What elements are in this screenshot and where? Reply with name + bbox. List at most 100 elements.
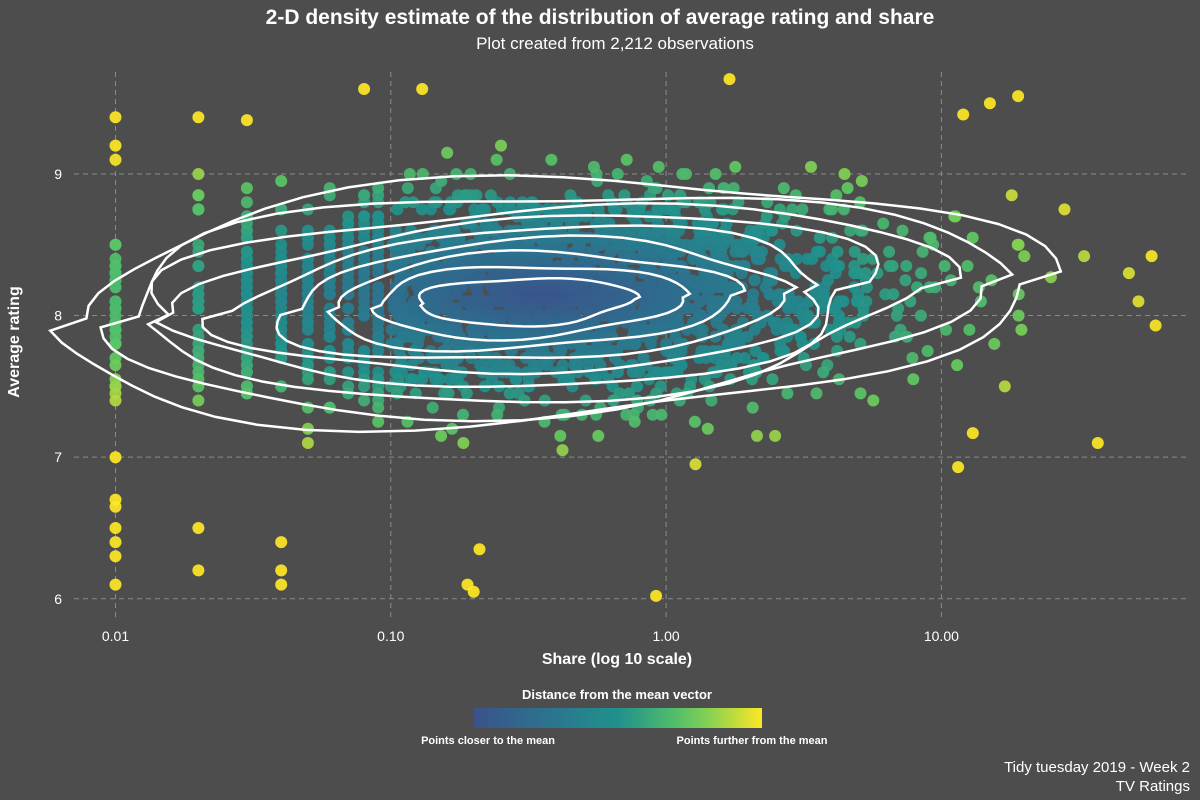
caption-line-1: Tidy tuesday 2019 - Week 2	[1004, 759, 1190, 776]
data-point	[856, 252, 869, 265]
data-point	[907, 373, 920, 386]
data-point	[620, 153, 633, 166]
data-point	[860, 295, 873, 308]
data-point	[275, 578, 288, 591]
data-point	[1091, 437, 1104, 449]
data-point	[372, 345, 385, 357]
x-tick-label: 1.00	[652, 628, 679, 644]
data-point	[730, 302, 743, 315]
legend-high-label: Points further from the mean	[677, 735, 828, 747]
data-point	[358, 189, 371, 202]
data-point	[961, 260, 974, 272]
data-point	[192, 168, 205, 180]
data-point	[403, 168, 416, 180]
data-point	[109, 111, 122, 124]
legend-colorbar	[474, 708, 762, 728]
data-point	[566, 380, 579, 393]
data-point	[301, 323, 314, 336]
data-point	[940, 323, 952, 336]
data-point	[275, 564, 288, 577]
axes: 0.01 0.10 1.00 10.00 6 7 8 9 Share (log 10 scale…	[6, 166, 959, 668]
data-point	[830, 189, 843, 202]
data-point	[109, 536, 122, 549]
data-point	[464, 168, 477, 180]
data-point	[538, 394, 551, 407]
data-point	[886, 260, 899, 272]
data-point	[416, 373, 428, 386]
data-point	[192, 203, 205, 216]
data-point	[554, 429, 567, 442]
density-contour	[145, 201, 963, 404]
data-point	[192, 260, 205, 272]
data-point	[1078, 250, 1091, 263]
data-point	[1015, 323, 1028, 336]
data-point	[457, 437, 470, 449]
data-point	[703, 182, 716, 195]
data-point	[778, 345, 790, 357]
data-point	[966, 427, 979, 440]
data-point	[813, 231, 826, 244]
data-point	[372, 401, 385, 414]
data-point	[530, 366, 543, 379]
data-point	[489, 295, 501, 308]
data-point	[109, 451, 122, 464]
data-point	[468, 203, 481, 216]
x-tick-label: 10.00	[924, 628, 959, 644]
data-point	[109, 139, 122, 152]
data-point	[426, 401, 439, 414]
data-point	[843, 330, 856, 343]
data-point	[914, 309, 927, 322]
data-point	[192, 238, 205, 251]
data-point	[756, 245, 768, 258]
x-tick-label: 0.10	[377, 628, 404, 644]
data-point	[841, 182, 854, 195]
data-point	[848, 260, 861, 272]
data-point	[631, 380, 644, 393]
data-point	[275, 224, 288, 237]
data-point	[592, 429, 605, 442]
density-contour	[201, 224, 820, 376]
legend-low-label: Points closer to the mean	[421, 735, 555, 747]
data-point	[401, 182, 414, 195]
data-point	[587, 160, 600, 173]
data-point	[435, 429, 448, 442]
data-point	[389, 224, 402, 237]
data-point	[405, 359, 418, 372]
data-point	[391, 203, 404, 216]
data-point	[951, 359, 964, 372]
data-point	[618, 189, 631, 202]
data-point	[385, 323, 398, 336]
data-point	[810, 387, 823, 400]
data-point	[693, 217, 706, 230]
data-point	[844, 224, 857, 237]
data-point	[655, 408, 668, 421]
data-point	[883, 245, 896, 258]
data-point	[372, 182, 385, 195]
data-point	[916, 245, 929, 258]
data-point	[275, 238, 288, 251]
data-point	[781, 387, 794, 400]
data-point	[109, 522, 122, 534]
data-point	[556, 444, 569, 457]
data-point	[416, 168, 429, 180]
data-point	[766, 373, 779, 386]
data-point	[821, 274, 834, 287]
data-point	[924, 231, 937, 244]
data-point	[809, 316, 822, 329]
data-point	[192, 394, 205, 407]
legend-title: Distance from the mean vector	[522, 687, 712, 702]
data-point	[109, 337, 122, 350]
data-point	[491, 408, 504, 421]
data-point	[192, 189, 205, 202]
data-point	[275, 175, 288, 187]
data-point	[813, 245, 826, 258]
data-point	[323, 330, 336, 343]
data-point	[867, 394, 880, 407]
y-tick-label: 7	[54, 449, 62, 465]
data-point	[790, 252, 803, 265]
data-point	[688, 415, 701, 428]
data-point	[763, 288, 776, 301]
data-point	[1145, 250, 1158, 263]
data-point	[545, 153, 558, 166]
data-point	[646, 408, 659, 421]
